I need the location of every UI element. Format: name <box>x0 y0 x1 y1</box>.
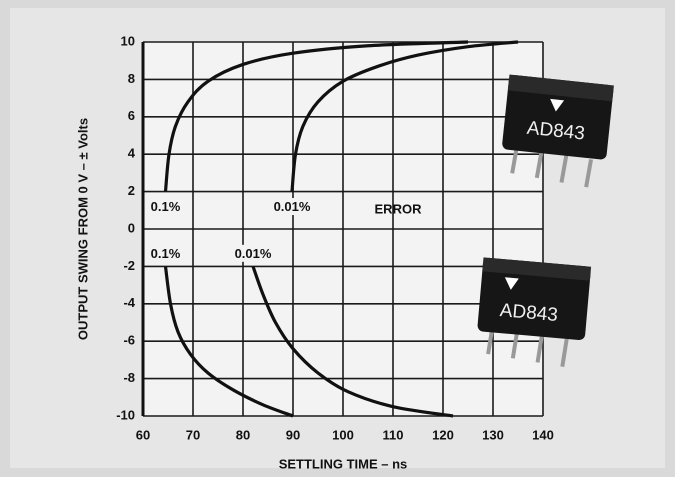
x-tick-label: 120 <box>432 427 454 442</box>
plot-area: 60 70 80 90 100 110 120 130 140 -10 -8 -6 -4 -2 0 2 4 6 8 1… <box>116 33 554 442</box>
x-tick-label: 80 <box>236 427 250 442</box>
x-axis-label: SETTLING TIME – ns <box>279 456 408 471</box>
series-label: 0.01% <box>274 199 311 214</box>
y-tick-label: 8 <box>128 71 135 86</box>
y-tick-label: -10 <box>116 407 135 422</box>
y-tick-label: -6 <box>123 333 135 348</box>
y-tick-label: 6 <box>128 108 135 123</box>
y-tick-label: -4 <box>123 295 135 310</box>
annotation: ERROR <box>375 202 423 217</box>
x-tick-label: 130 <box>482 427 504 442</box>
y-tick-label: 4 <box>128 146 136 161</box>
y-tick-label: 10 <box>121 33 135 48</box>
series-label: 0.1% <box>151 199 181 214</box>
y-tick-label: 2 <box>128 183 135 198</box>
x-tick-label: 60 <box>136 427 150 442</box>
x-tick-label: 70 <box>186 427 200 442</box>
series-label: 0.01% <box>235 246 272 261</box>
y-tick-label: -8 <box>123 370 135 385</box>
y-axis-label: OUTPUT SWING FROM 0 V – ± Volts <box>75 118 90 340</box>
x-tick-label: 140 <box>532 427 554 442</box>
chart: 60 70 80 90 100 110 120 130 140 -10 -8 -6 -4 -2 0 2 4 6 8 1… <box>0 0 675 477</box>
x-tick-label: 90 <box>286 427 300 442</box>
x-tick-label: 100 <box>332 427 354 442</box>
y-tick-label: -2 <box>123 258 135 273</box>
y-tick-label: 0 <box>128 220 135 235</box>
series-label: 0.1% <box>151 246 181 261</box>
x-tick-label: 110 <box>383 427 404 442</box>
